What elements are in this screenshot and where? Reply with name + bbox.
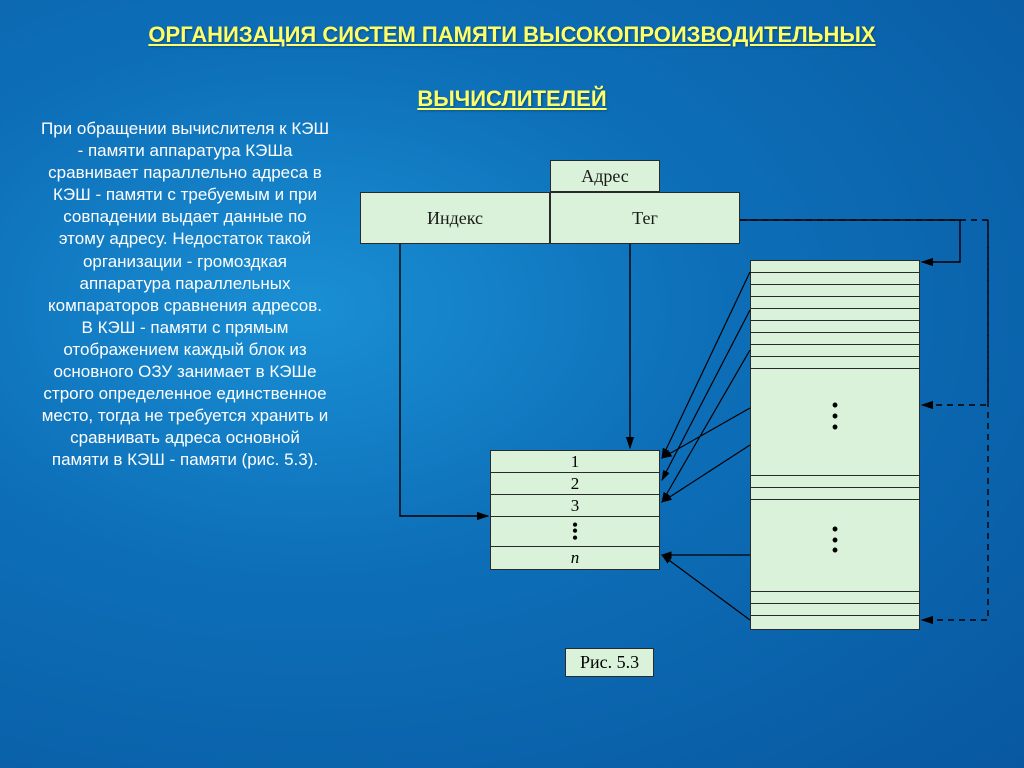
memory-gap: •••	[751, 500, 919, 580]
tag-label: Тег	[632, 208, 658, 229]
cache-row: 3	[491, 495, 659, 517]
page-title-line1: ОРГАНИЗАЦИЯ СИСТЕМ ПАМЯТИ ВЫСОКОПРОИЗВОД…	[0, 0, 1024, 48]
memory-gap: •••	[751, 369, 919, 464]
cache-row: 1	[491, 451, 659, 473]
cache-row: 2	[491, 473, 659, 495]
memory-block: ••• •••	[750, 260, 920, 630]
index-label: Индекс	[427, 208, 483, 229]
address-label-box: Адрес	[550, 160, 660, 192]
index-box: Индекс	[360, 192, 550, 244]
address-label: Адрес	[581, 166, 629, 187]
cache-block: 1 2 3 ••• n	[490, 450, 660, 570]
caption-text: Рис. 5.3	[580, 652, 639, 672]
cache-row: n	[491, 547, 659, 569]
page-title-line2: ВЫЧИСЛИТЕЛЕЙ	[0, 86, 1024, 112]
body-paragraph: При обращении вычислителя к КЭШ - памяти…	[40, 118, 330, 472]
cache-diagram: Адрес Индекс Тег 1 2 3 ••• n ••• ••• Рис…	[340, 150, 1000, 710]
figure-caption: Рис. 5.3	[565, 648, 654, 677]
cache-row-dots: •••	[491, 517, 659, 547]
tag-box: Тег	[550, 192, 740, 244]
